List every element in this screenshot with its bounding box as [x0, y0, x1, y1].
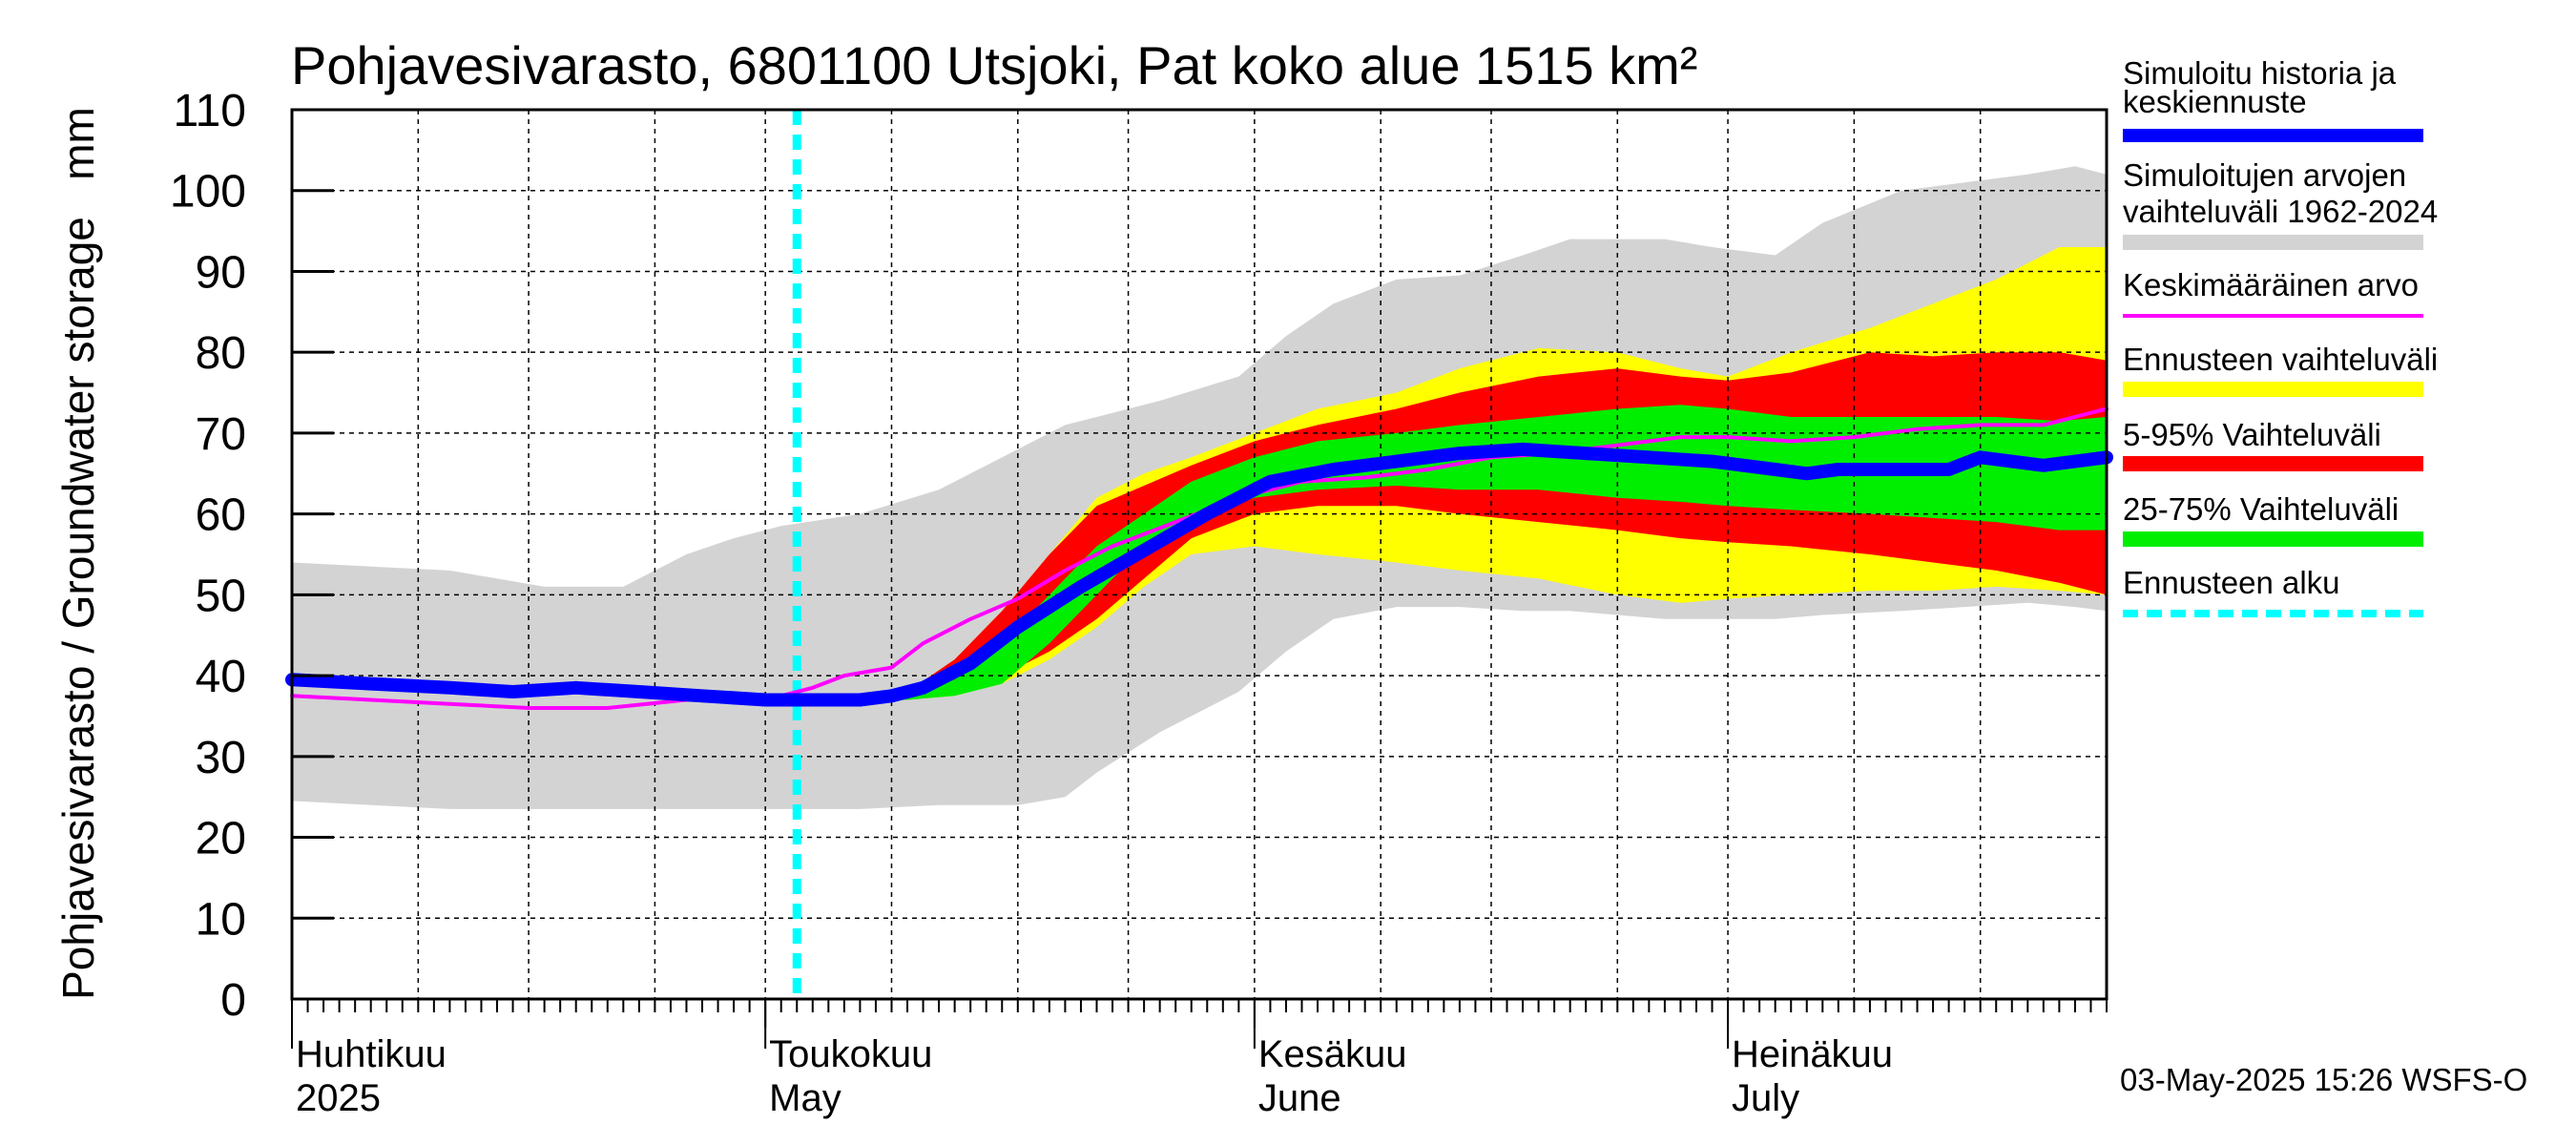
y-tick-label: 20: [196, 814, 246, 864]
x-month-label-en: 2025: [296, 1077, 381, 1119]
band-25-75-vaihteluvali: [797, 405, 2107, 700]
legend-label-25-75-vaihteluvali: 25-75% Vaihteluväli: [2123, 491, 2399, 527]
y-tick-label: 0: [220, 975, 246, 1026]
y-axis-label: Pohjavesivarasto / Groundwater storage m…: [53, 107, 103, 1000]
y-tick-label: 50: [196, 571, 246, 621]
legend-label-ennusteen-vaihteluvali: Ennusteen vaihteluväli: [2123, 342, 2438, 377]
legend-label-simuloitujen-arvojen-vaihteluvali-1962-2024: Simuloitujen arvojen: [2123, 157, 2406, 193]
y-tick-label: 40: [196, 652, 246, 702]
legend-label-simuloitu-historia-ja-keskiennuste-line2: keskiennuste: [2123, 84, 2307, 119]
x-month-label-en: July: [1732, 1077, 1799, 1119]
x-month-label-fi: Heinäkuu: [1732, 1033, 1893, 1075]
timestamp-footer: 03-May-2025 15:26 WSFS-O: [2120, 1062, 2527, 1097]
y-tick-label: 110: [173, 86, 246, 136]
x-month-label-en: May: [769, 1077, 841, 1119]
x-month-label-fi: Toukokuu: [769, 1033, 932, 1075]
legend-label-simuloitu-historia-ja-keskiennuste: Simuloitu historia ja: [2123, 55, 2397, 91]
x-month-label-fi: Kesäkuu: [1258, 1033, 1407, 1075]
legend-label-ennusteen-alku: Ennusteen alku: [2123, 565, 2340, 600]
x-month-label-fi: Huhtikuu: [296, 1033, 447, 1075]
series-simuloitu-historia-ja-keskiennuste: [285, 442, 2113, 707]
legend-label-simuloitujen-arvojen-vaihteluvali-1962-2024-line2: vaihteluväli 1962-2024: [2123, 194, 2438, 229]
y-tick-label: 10: [196, 894, 246, 945]
y-axis: 0 10 20 30 40 50 60 70 80 90 100 110: [170, 86, 334, 1026]
y-tick-label: 60: [196, 490, 246, 541]
y-tick-label: 30: [196, 733, 246, 783]
x-month-label-en: June: [1258, 1077, 1341, 1119]
legend-label-5-95-vaihteluvali: 5-95% Vaihteluväli: [2123, 417, 2381, 452]
y-tick-label: 100: [170, 167, 246, 218]
lines-layer: [285, 110, 2113, 999]
legend-label-keskimaarainen-arvo: Keskimääräinen arvo: [2123, 267, 2419, 302]
y-tick-label: 90: [196, 247, 246, 298]
chart-title: Pohjavesivarasto, 6801100 Utsjoki, Pat k…: [291, 35, 1697, 95]
y-tick-label: 70: [196, 409, 246, 460]
y-tick-label: 80: [196, 328, 246, 379]
plot-frame: [290, 108, 2109, 1001]
